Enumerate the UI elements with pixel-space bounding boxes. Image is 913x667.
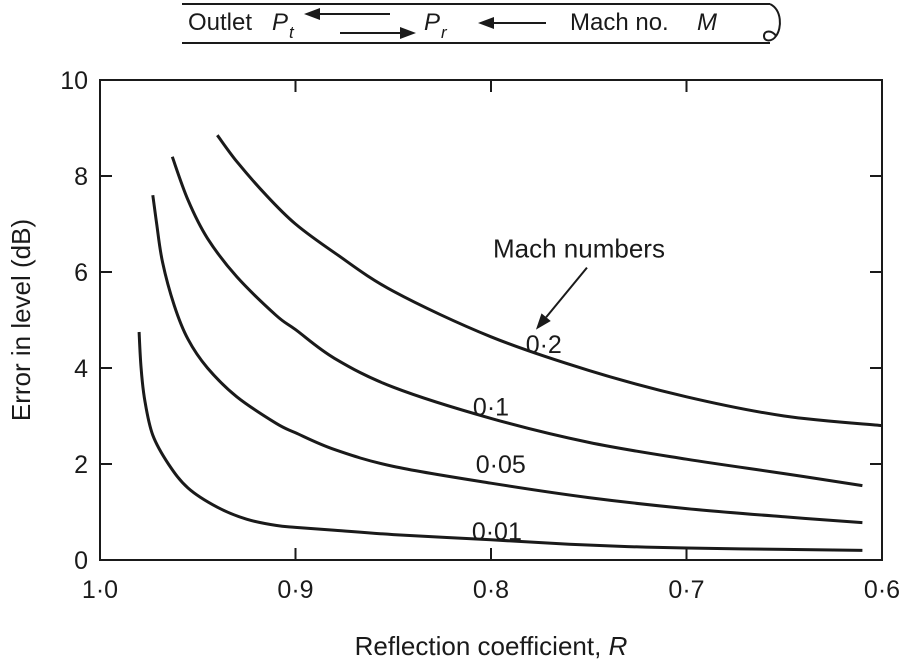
arrow-right-icon bbox=[340, 27, 416, 39]
series-label: 0·05 bbox=[476, 451, 526, 479]
x-tick-label: 1·0 bbox=[82, 576, 118, 604]
x-axis-label: Reflection coefficient, R bbox=[355, 631, 628, 661]
pr-symbol: P bbox=[424, 9, 440, 36]
series-label: 0·1 bbox=[473, 393, 509, 421]
x-axis-label-symbol: R bbox=[609, 631, 628, 661]
y-tick-label: 2 bbox=[74, 451, 88, 479]
series-label: 0·2 bbox=[526, 331, 562, 359]
curves bbox=[137, 134, 883, 552]
axis-ticks bbox=[99, 79, 883, 561]
mach-symbol: M bbox=[697, 9, 717, 36]
x-tick-label: 0·9 bbox=[277, 576, 313, 604]
series-labels: 0·2 0·1 0·05 0·01 bbox=[472, 331, 562, 546]
y-tick-label: 6 bbox=[74, 259, 88, 287]
y-axis-label: Error in level (dB) bbox=[6, 219, 36, 421]
x-tick-label: 0·7 bbox=[668, 576, 704, 604]
series-label: 0·01 bbox=[472, 518, 522, 546]
arrow-left-icon bbox=[478, 17, 546, 29]
axis-tick-labels: 1·0 0·9 0·8 0·7 0·6 0 2 4 6 8 10 bbox=[60, 67, 900, 604]
y-tick-label: 0 bbox=[74, 547, 88, 575]
y-tick-label: 8 bbox=[74, 163, 88, 191]
mach-numbers-annotation: Mach numbers bbox=[493, 234, 665, 264]
series-line bbox=[216, 134, 883, 428]
pt-symbol: P bbox=[272, 9, 288, 36]
plot-frame bbox=[99, 79, 883, 561]
y-tick-label: 4 bbox=[74, 355, 88, 383]
pipe-diagram: Outlet P t P r Mach no. M bbox=[182, 3, 781, 44]
series-line bbox=[170, 156, 863, 488]
pt-subscript: t bbox=[289, 23, 295, 42]
arrow-left-icon bbox=[304, 8, 390, 20]
x-tick-label: 0·8 bbox=[473, 576, 509, 604]
mach-label: Mach no. bbox=[570, 9, 669, 36]
series-line bbox=[137, 331, 863, 552]
x-tick-label: 0·6 bbox=[864, 576, 900, 604]
pipe-end-cap-icon bbox=[762, 3, 781, 42]
x-axis-label-text: Reflection coefficient, bbox=[355, 631, 602, 661]
series-line bbox=[151, 195, 863, 525]
outlet-label: Outlet bbox=[188, 9, 252, 36]
annotation-arrow-icon bbox=[535, 266, 588, 330]
y-tick-label: 10 bbox=[60, 67, 88, 95]
pr-subscript: r bbox=[441, 23, 448, 42]
